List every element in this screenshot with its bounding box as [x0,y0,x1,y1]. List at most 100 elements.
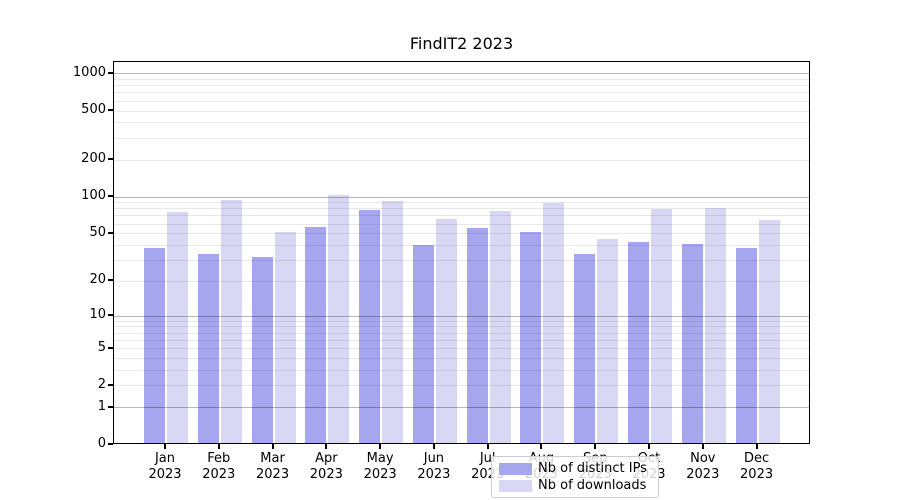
month-label: May [366,451,394,466]
minor-gridline [114,202,809,204]
minor-gridline [114,260,809,262]
legend-label: Nb of downloads [538,478,647,493]
minor-gridline [114,215,809,217]
minor-gridline [114,137,809,139]
month-label: Nov [690,451,716,466]
x-tick-mark [648,444,651,449]
major-gridline [114,73,809,75]
minor-gridline [114,233,809,235]
x-tick-mark [540,444,543,449]
bar-distinct-ips [466,227,488,443]
x-tick-label: Apr 2023 [299,451,353,483]
minor-gridline [114,159,809,161]
legend-item: Nb of downloads [499,478,653,493]
bar-downloads [220,200,242,443]
y-tick-mark [108,279,113,282]
month-label: Apr [315,451,338,466]
y-tick-label: 0 [97,436,106,451]
legend-swatch [499,462,532,475]
bar-downloads [543,202,565,443]
bar-downloads [704,208,726,443]
minor-gridline [114,339,809,341]
bar-downloads [435,218,457,443]
year-label: 2023 [686,467,720,482]
x-tick-mark [325,444,328,449]
bar-downloads [489,211,511,443]
y-tick-label: 20 [89,272,106,288]
legend-label: Nb of distinct IPs [538,461,647,476]
minor-gridline [114,110,809,112]
y-tick-label: 200 [81,151,106,167]
year-label: 2023 [202,467,236,482]
bar-distinct-ips [520,231,542,443]
y-tick-label: 100 [81,188,106,204]
bar-distinct-ips [305,226,327,443]
x-tick-mark [164,444,166,449]
bar-distinct-ips [681,243,703,443]
bar-distinct-ips [251,256,273,443]
minor-gridline [114,358,809,360]
y-tick-mark [108,158,113,161]
x-tick-mark [755,444,758,449]
bar-distinct-ips [412,244,434,443]
y-tick-mark [108,405,113,408]
x-tick-mark [271,444,274,449]
month-label: Dec [744,451,770,466]
y-tick-mark [108,195,113,198]
minor-gridline [114,122,809,124]
y-tick-label: 1 [97,398,106,414]
minor-gridline [114,92,809,94]
bar-downloads [328,195,350,443]
month-label: Mar [260,451,285,466]
bar-downloads [274,231,296,443]
y-tick-mark [108,346,113,349]
x-tick-label: Nov 2023 [676,451,730,483]
x-tick-mark [701,444,704,449]
bar-downloads [382,200,404,443]
major-gridline [114,315,809,317]
major-gridline [114,407,809,409]
chart-title: FindIT2 2023 [409,34,514,53]
major-gridline [114,196,809,198]
x-tick-mark [486,444,489,449]
x-tick-mark [379,444,382,449]
bar-downloads [758,219,780,443]
bar-distinct-ips [197,253,219,443]
y-tick-label: 5 [97,339,106,355]
x-tick-label: Dec 2023 [730,451,784,483]
bar-distinct-ips [574,253,596,443]
year-label: 2023 [740,467,774,482]
minor-gridline [114,320,809,322]
year-label: 2023 [256,467,290,482]
y-tick-mark [108,443,113,445]
plot-area: Nb of distinct IPs Nb of downloads [113,61,810,498]
bar-distinct-ips [628,242,650,443]
year-label: 2023 [309,467,343,482]
year-label: 2023 [417,467,451,482]
x-tick-label: Jun 2023 [407,451,461,483]
year-label: 2023 [363,467,397,482]
year-label: 2023 [148,467,182,482]
x-tick-label: Mar 2023 [246,451,300,483]
x-tick-label: May 2023 [353,451,407,483]
minor-gridline [114,79,809,80]
minor-gridline [114,100,809,102]
y-tick-mark [108,71,113,74]
minor-gridline [114,370,809,372]
y-tick-mark [108,314,113,317]
minor-gridline [114,348,809,350]
y-tick-label: 50 [89,224,106,240]
minor-gridline [114,85,809,87]
minor-gridline [114,332,809,334]
month-label: Jan [154,451,176,466]
minor-gridline [114,223,809,225]
legend-item: Nb of distinct IPs [499,461,653,476]
bar-distinct-ips [359,210,381,443]
legend-swatch [499,479,532,492]
x-tick-mark [594,444,597,449]
y-tick-label: 2 [97,376,106,392]
y-tick-mark [108,383,113,386]
month-label: Jun [423,451,445,466]
minor-gridline [114,326,809,328]
